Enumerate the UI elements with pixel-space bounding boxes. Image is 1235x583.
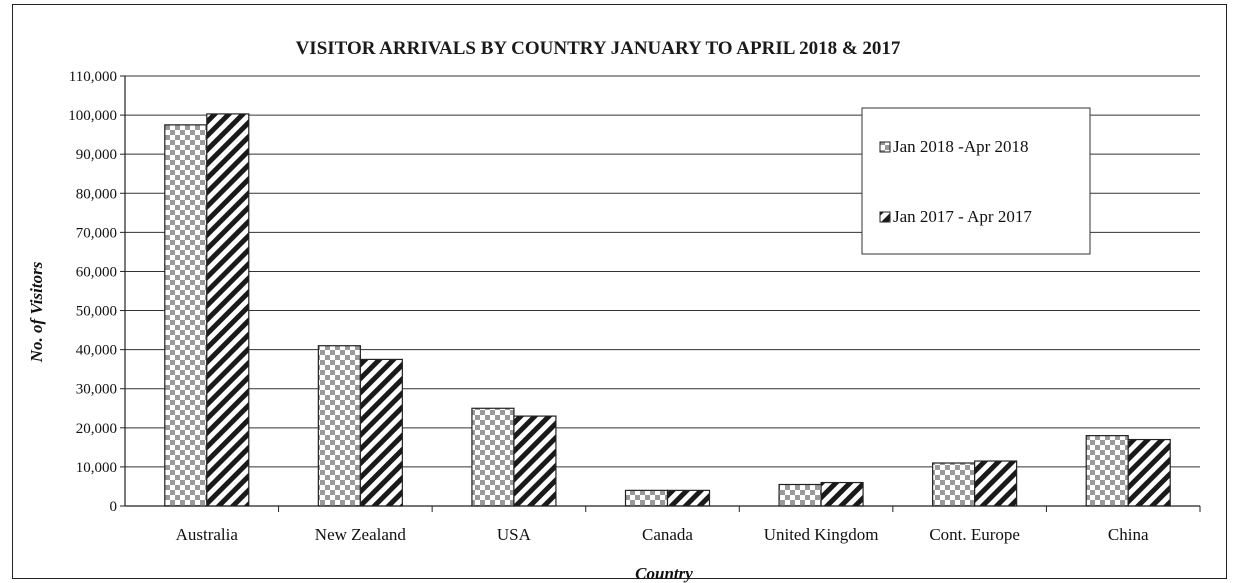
y-tick-label: 90,000 [76, 147, 117, 163]
x-category-label: Cont. Europe [929, 525, 1020, 544]
bar-2017 [1127, 438, 1171, 507]
bar-2017 [974, 460, 1018, 507]
bar-2018 [932, 462, 976, 507]
bar-2017 [359, 358, 403, 507]
y-axis-title: No. of Visitors [27, 261, 46, 363]
bar-2018 [1085, 435, 1129, 507]
y-tick-label: 60,000 [76, 264, 117, 280]
bar-2018 [778, 483, 822, 507]
y-tick-label: 0 [110, 499, 118, 515]
x-category-label: United Kingdom [764, 525, 879, 544]
chart-frame [12, 4, 1227, 579]
x-axis-categories: Australia New Zealand USA Canada United King… [176, 525, 1149, 544]
y-tick-label: 20,000 [76, 421, 117, 437]
x-category-label: Australia [176, 525, 239, 544]
y-tick-label: 70,000 [76, 225, 117, 241]
x-category-label: New Zealand [315, 525, 407, 544]
bar-2017 [666, 489, 711, 507]
y-tick-label: 50,000 [76, 304, 117, 320]
legend-swatch-2017 [879, 211, 891, 223]
x-category-label: Canada [642, 525, 693, 544]
bar-2017 [513, 415, 557, 507]
y-tick-label: 30,000 [76, 382, 117, 398]
bars [164, 113, 1171, 507]
bar-2018 [471, 407, 515, 507]
y-axis-ticks: 0 10,000 20,000 30,000 40,000 50,000 60,000 70,… [68, 69, 125, 515]
legend-label-2017: Jan 2017 - Apr 2017 [893, 207, 1032, 226]
bar-2018 [164, 124, 208, 507]
x-category-label: China [1108, 525, 1149, 544]
bar-2018 [317, 345, 361, 507]
x-axis-title: Country [635, 564, 693, 583]
bar-2017 [206, 113, 250, 507]
bar-2018 [624, 489, 669, 507]
y-tick-label: 100,000 [68, 108, 117, 124]
y-tick-label: 80,000 [76, 186, 117, 202]
legend: Jan 2018 -Apr 2018 Jan 2017 - Apr 2017 [861, 107, 1091, 255]
y-tick-label: 40,000 [76, 343, 117, 359]
axes [124, 76, 1201, 512]
legend-label-2018: Jan 2018 -Apr 2018 [893, 137, 1029, 156]
y-tick-label: 10,000 [76, 460, 117, 476]
bar-2017 [820, 481, 864, 507]
chart-title: VISITOR ARRIVALS BY COUNTRY JANUARY TO A… [296, 38, 901, 59]
y-tick-label: 110,000 [69, 69, 117, 85]
legend-box [861, 107, 1091, 255]
x-category-label: USA [497, 525, 532, 544]
legend-swatch-2018 [879, 141, 891, 153]
